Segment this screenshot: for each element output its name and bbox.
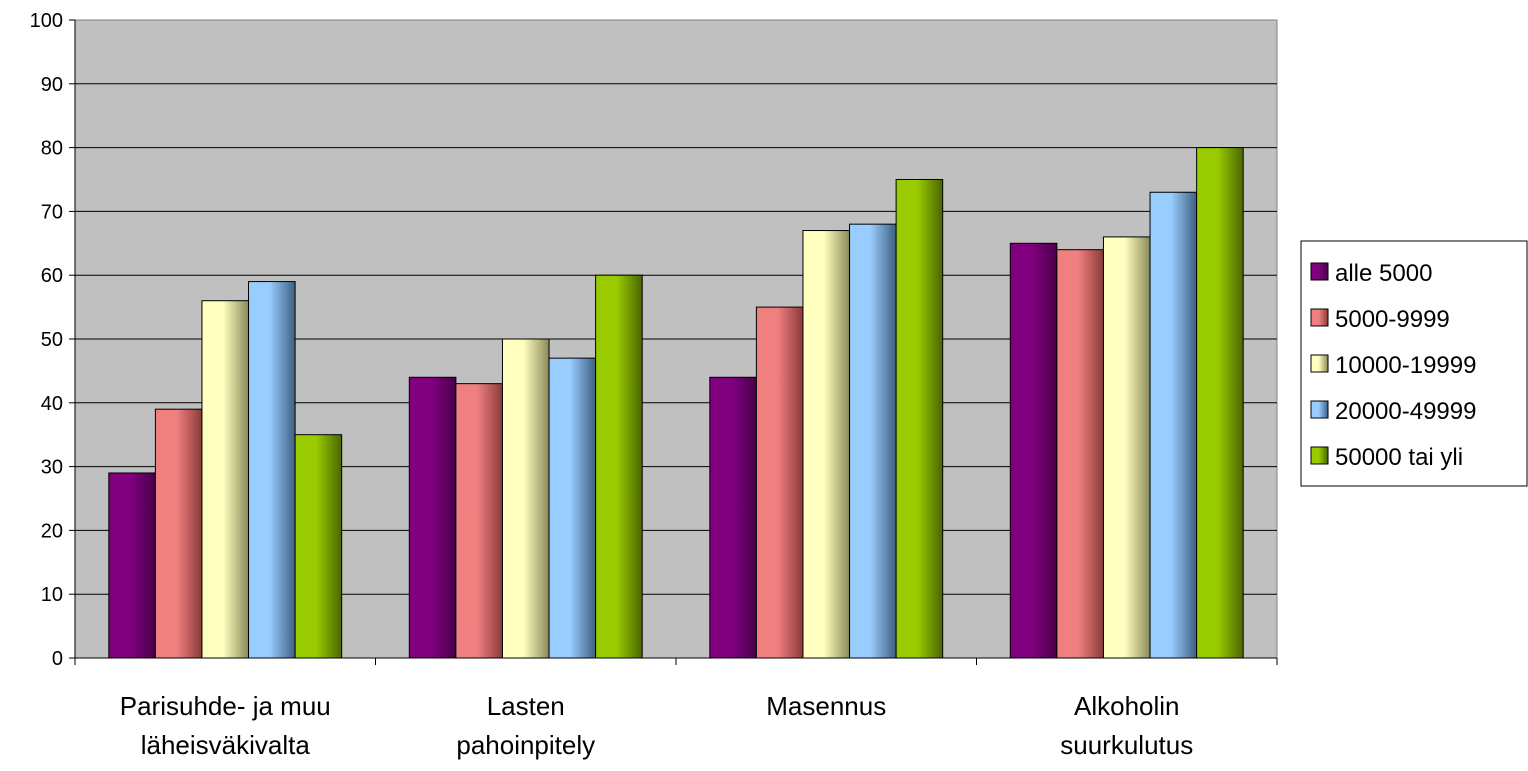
y-tick-label: 0 [52, 648, 63, 670]
bars [108, 147, 1244, 659]
bar [201, 300, 250, 659]
bar [802, 230, 851, 659]
legend-label: 10000-19999 [1335, 352, 1476, 379]
y-tick-label: 60 [41, 265, 63, 287]
x-category-label: pahoinpitely [456, 730, 595, 760]
x-category-label: läheisväkivalta [141, 730, 311, 760]
axes: 0 10 20 30 40 50 60 70 80 90 100 Parisuhde- ja muu l… [30, 10, 1278, 760]
y-tick-label: 30 [41, 457, 63, 479]
bar [1056, 249, 1104, 659]
y-tick-label: 20 [41, 520, 63, 542]
y-tick-label: 40 [41, 393, 63, 415]
bar [548, 357, 597, 659]
bar [455, 383, 503, 659]
x-category-label: Lasten [487, 691, 565, 721]
legend-label: 50000 tai yli [1335, 444, 1463, 471]
y-tick-label: 90 [41, 74, 63, 96]
bar [595, 274, 643, 659]
x-category-label: Masennus [766, 691, 886, 721]
legend-label: 5000-9999 [1335, 306, 1450, 333]
bar [1149, 191, 1198, 659]
legend-swatch [1310, 400, 1329, 419]
bar [849, 223, 897, 659]
legend-swatch [1310, 354, 1329, 373]
legend-label: 20000-49999 [1335, 398, 1476, 425]
legend-swatch [1310, 308, 1329, 327]
y-tick-label: 70 [41, 201, 63, 223]
y-tick-label: 100 [30, 10, 63, 32]
bar [248, 281, 296, 659]
bar [154, 408, 203, 659]
bar [1009, 242, 1058, 659]
x-category-label: Parisuhde- ja muu [120, 691, 331, 721]
legend: alle 5000 5000-9999 10000-19999 20000-49999… [1300, 240, 1528, 487]
legend-swatch [1310, 446, 1329, 465]
legend-swatch [1310, 262, 1329, 281]
y-tick-label: 50 [41, 329, 63, 351]
legend-label: alle 5000 [1335, 260, 1432, 287]
bar [294, 434, 343, 659]
bar [1196, 147, 1244, 659]
bar [895, 179, 944, 659]
bar [408, 376, 457, 659]
y-tick-label: 10 [41, 584, 63, 606]
bar [709, 376, 757, 659]
x-category-label: suurkulutus [1060, 730, 1193, 760]
bar [501, 338, 550, 659]
legend-box [1300, 240, 1528, 487]
y-tick-label: 80 [41, 138, 63, 160]
bar [1102, 236, 1151, 659]
bar [755, 306, 804, 659]
x-category-label: Alkoholin [1074, 691, 1180, 721]
bar [108, 472, 156, 659]
